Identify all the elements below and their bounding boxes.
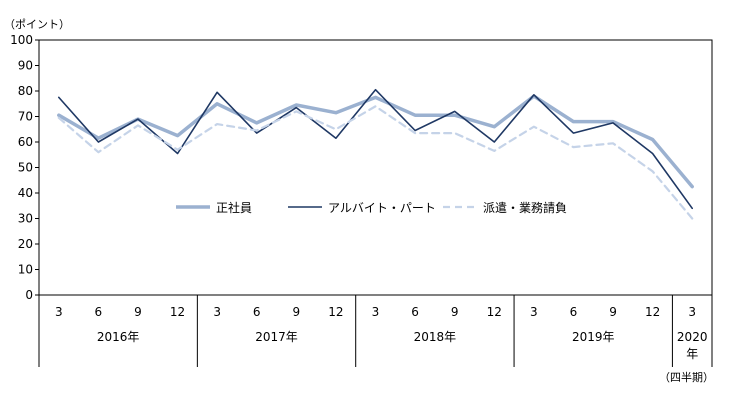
x-tick-label: 6	[253, 305, 261, 319]
x-tick-label: 12	[487, 305, 502, 319]
series-line-派遣・業務請負	[57, 105, 694, 220]
legend: 正社員 アルバイト・パート 派遣・業務請負	[176, 200, 567, 215]
year-label: 年	[686, 347, 698, 361]
legend-label: 正社員	[216, 200, 252, 215]
x-tick-label: 12	[170, 305, 185, 319]
x-tick-label: 6	[411, 305, 419, 319]
axis-labels: 0 10 20 30 40 50 60 70 80 90 100 （ポイント） 3 6 9 12 3 6 9 12 3 6…	[4, 18, 714, 384]
y-tick-label: 80	[18, 84, 33, 98]
y-tick-label: 90	[18, 59, 33, 73]
x-tick-label: 9	[609, 305, 617, 319]
x-axis-unit: （四半期）	[659, 370, 714, 384]
x-tick-label: 3	[688, 305, 696, 319]
year-label: 2019年	[572, 330, 615, 344]
year-label: 2018年	[414, 330, 457, 344]
x-tick-label: 3	[372, 305, 380, 319]
x-tick-label: 12	[328, 305, 343, 319]
y-axis-unit: （ポイント）	[4, 18, 70, 31]
x-tick-label: 9	[451, 305, 459, 319]
series-lines	[57, 88, 694, 220]
x-tick-label: 9	[134, 305, 142, 319]
legend-label: アルバイト・パート	[328, 201, 436, 215]
year-label: 2020	[677, 330, 708, 344]
y-tick-label: 20	[18, 237, 33, 251]
y-tick-label: 40	[18, 186, 33, 200]
y-tick-label: 60	[18, 135, 33, 149]
x-tick-label: 6	[95, 305, 103, 319]
axes	[35, 39, 713, 367]
y-tick-label: 0	[25, 288, 33, 302]
y-tick-label: 50	[18, 161, 33, 175]
x-tick-label: 3	[55, 305, 63, 319]
x-tick-label: 12	[645, 305, 660, 319]
y-tick-label: 70	[18, 110, 33, 124]
year-label: 2016年	[97, 330, 140, 344]
y-tick-label: 100	[10, 33, 33, 47]
x-tick-label: 9	[293, 305, 301, 319]
x-tick-label: 6	[570, 305, 578, 319]
x-tick-label: 3	[530, 305, 538, 319]
series-line-正社員	[57, 94, 694, 189]
year-label: 2017年	[255, 330, 298, 344]
legend-label: 派遣・業務請負	[483, 200, 567, 215]
plot-area-border	[38, 39, 713, 296]
x-tick-label: 3	[213, 305, 221, 319]
y-tick-label: 10	[18, 263, 33, 277]
y-tick-label: 30	[18, 212, 33, 226]
